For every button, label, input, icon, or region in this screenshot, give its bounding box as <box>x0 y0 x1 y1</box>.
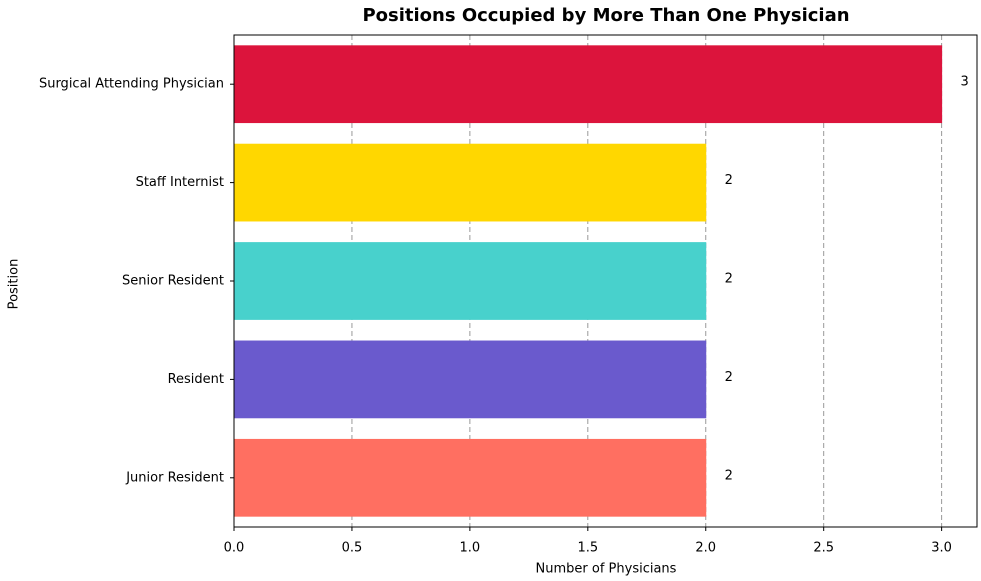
x-tick-label: 2.0 <box>695 541 716 556</box>
bar <box>233 340 707 419</box>
value-label: 3 <box>960 75 968 90</box>
y-tick-label: Surgical Attending Physician <box>39 77 224 92</box>
y-tick-label: Senior Resident <box>122 274 224 289</box>
x-tick-label: 3.0 <box>931 541 952 556</box>
x-tick-label: 0.5 <box>342 541 363 556</box>
x-tick-label: 1.5 <box>577 541 598 556</box>
value-label: 2 <box>725 370 733 385</box>
bar <box>233 438 707 517</box>
y-tick-label: Staff Internist <box>136 175 224 190</box>
value-label: 2 <box>725 272 733 287</box>
x-tick-label: 1.0 <box>460 541 481 556</box>
y-tick-label: Junior Resident <box>125 470 224 485</box>
y-tick-label: Resident <box>168 372 224 387</box>
x-tick-label: 0.0 <box>224 541 245 556</box>
chart-title: Positions Occupied by More Than One Phys… <box>362 5 849 26</box>
x-axis-label: Number of Physicians <box>536 562 677 577</box>
value-label: 2 <box>725 173 733 188</box>
y-axis-label: Position <box>7 259 22 310</box>
value-label: 2 <box>725 468 733 483</box>
plot-frame <box>233 34 978 528</box>
bar <box>233 242 707 320</box>
bar <box>233 143 707 222</box>
bar <box>233 45 943 124</box>
x-tick-label: 2.5 <box>813 541 834 556</box>
